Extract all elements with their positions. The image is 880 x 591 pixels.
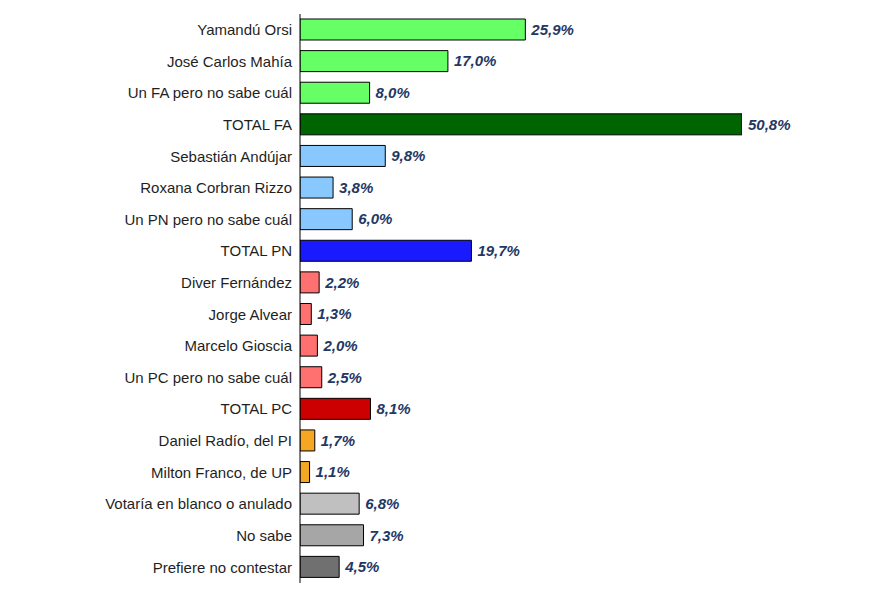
svg-text:Roxana Corbran Rizzo: Roxana Corbran Rizzo [140,179,292,196]
svg-text:Votaría en blanco o anulado: Votaría en blanco o anulado [105,495,292,512]
svg-text:Prefiere no contestar: Prefiere no contestar [153,559,292,576]
svg-text:Un PN pero no sabe cuál: Un PN pero no sabe cuál [124,211,292,228]
svg-text:9,8%: 9,8% [391,147,425,164]
svg-text:Un PC pero no sabe cuál: Un PC pero no sabe cuál [124,369,292,386]
svg-text:7,3%: 7,3% [370,527,404,544]
svg-text:2,5%: 2,5% [327,369,362,386]
svg-text:6,0%: 6,0% [358,210,392,227]
svg-text:8,1%: 8,1% [376,400,410,417]
svg-text:17,0%: 17,0% [454,52,497,69]
svg-text:19,7%: 19,7% [477,242,520,259]
svg-text:1,7%: 1,7% [321,432,355,449]
svg-text:Un FA pero no sabe cuál: Un FA pero no sabe cuál [128,84,292,101]
svg-text:Sebastián Andújar: Sebastián Andújar [170,148,292,165]
svg-text:Jorge Alvear: Jorge Alvear [209,306,292,323]
svg-text:3,8%: 3,8% [339,179,373,196]
svg-text:Diver Fernández: Diver Fernández [181,274,292,291]
svg-text:Marcelo Gioscia: Marcelo Gioscia [184,337,292,354]
svg-text:8,0%: 8,0% [376,84,410,101]
svg-text:6,8%: 6,8% [365,495,399,512]
svg-text:50,8%: 50,8% [748,116,791,133]
svg-text:TOTAL FA: TOTAL FA [223,116,292,133]
svg-text:TOTAL PN: TOTAL PN [221,242,292,259]
svg-text:2,0%: 2,0% [322,337,357,354]
svg-text:2,2%: 2,2% [324,274,359,291]
svg-text:Yamandú Orsi: Yamandú Orsi [197,21,292,38]
svg-text:1,1%: 1,1% [316,463,350,480]
svg-text:José Carlos Mahía: José Carlos Mahía [167,53,293,70]
svg-text:TOTAL PC: TOTAL PC [221,400,293,417]
svg-text:Milton Franco, de UP: Milton Franco, de UP [151,464,292,481]
svg-text:1,3%: 1,3% [317,305,351,322]
svg-text:4,5%: 4,5% [344,558,379,575]
svg-text:25,9%: 25,9% [530,21,574,38]
svg-text:Daniel Radío, del PI: Daniel Radío, del PI [159,432,292,449]
svg-text:No sabe: No sabe [236,527,292,544]
